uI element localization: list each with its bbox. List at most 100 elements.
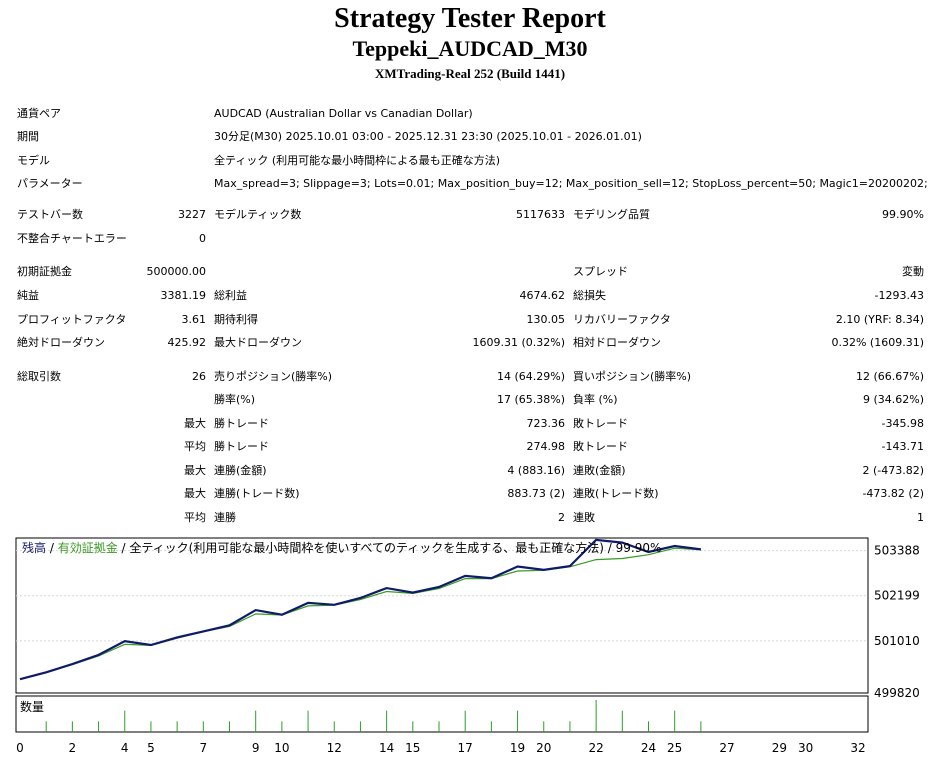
- spread-label: スプレッド: [573, 265, 628, 278]
- legend-quality: 99.90%: [616, 541, 662, 555]
- rel-dd-value: 0.32% (1609.31): [831, 336, 924, 349]
- short-label: 売りポジション(勝率%): [214, 370, 333, 383]
- avg-cons-wins-value: 2: [558, 511, 565, 524]
- volume-plot-frame: [15, 695, 869, 733]
- x-tick-label: 2: [69, 741, 77, 755]
- long-value: 12 (66.67%): [855, 370, 924, 383]
- short-value: 14 (64.29%): [496, 370, 565, 383]
- model-label: モデル: [17, 154, 50, 167]
- ticks-label: モデルティック数: [214, 208, 302, 221]
- x-tick-label: 5: [147, 741, 155, 755]
- x-tick-label: 7: [199, 741, 207, 755]
- mismatch-value: 0: [199, 232, 206, 245]
- largest-win-value: 723.36: [526, 417, 566, 430]
- recovery-value: 2.10 (YRF: 8.34): [835, 313, 924, 326]
- grid: [16, 550, 868, 642]
- model-value: 全ティック (利用可能な最小時間枠による最も正確な方法): [214, 154, 501, 167]
- max-cons-wins-label: 連勝(金額): [214, 464, 267, 477]
- avg-win-value: 274.98: [526, 440, 566, 453]
- legend-model: 全ティック(利用可能な最小時間枠を使いすべてのティックを生成する、最も正確な方法…: [129, 540, 604, 555]
- period-label: 期間: [17, 130, 39, 143]
- x-tick-label: 24: [641, 741, 656, 755]
- winrate-label: 勝率(%): [214, 393, 256, 406]
- params-label: パラメーター: [17, 177, 83, 190]
- max-cons-profit-label: 連勝(トレード数): [214, 487, 300, 500]
- y-tick-label: 501010: [874, 634, 920, 648]
- quality-value: 99.90%: [882, 208, 924, 221]
- expected-label: 期待利得: [214, 313, 258, 326]
- rel-dd-label: 相対ドローダウン: [573, 336, 661, 349]
- legend-equity: 有効証拠金: [58, 540, 118, 555]
- avg-win-label: 勝トレード: [214, 440, 269, 453]
- max-dd-label: 最大ドローダウン: [214, 336, 302, 349]
- x-tick-label: 9: [252, 741, 260, 755]
- report-build: XMTrading-Real 252 (Build 1441): [374, 66, 566, 81]
- gross-loss-label: 総損失: [573, 289, 606, 302]
- trades-label: 総取引数: [17, 370, 61, 383]
- x-tick-label: 30: [798, 741, 813, 755]
- net-label: 純益: [17, 289, 39, 302]
- trades-value: 26: [192, 370, 206, 383]
- x-tick-label: 22: [588, 741, 603, 755]
- volume-label: 数量: [20, 699, 44, 714]
- net-value: 3381.19: [160, 289, 207, 302]
- max-cons-losses-label: 連敗(金額): [573, 464, 626, 477]
- x-tick-label: 0: [16, 741, 24, 755]
- x-tick-label: 19: [510, 741, 525, 755]
- max-cons-prefix: 最大: [184, 464, 206, 477]
- largest-loss-label: 敗トレード: [573, 417, 628, 430]
- gross-profit-value: 4674.62: [519, 289, 566, 302]
- largest-prefix: 最大: [184, 417, 206, 430]
- largest-win-label: 勝トレード: [214, 417, 269, 430]
- volume-bars: [45, 700, 702, 732]
- x-tick-label: 27: [719, 741, 734, 755]
- x-tick-label: 10: [274, 741, 289, 755]
- largest-loss-value: -345.98: [881, 417, 924, 430]
- legend-sep-3: /: [604, 541, 616, 555]
- pf-value: 3.61: [181, 313, 207, 326]
- report-subtitle: Teppeki_AUDCAD_M30: [352, 36, 588, 61]
- period-value: 30分足(M30) 2025.10.01 03:00 - 2025.12.31 …: [214, 130, 642, 143]
- bars-label: テストバー数: [17, 208, 83, 221]
- quality-label: モデリング品質: [573, 208, 650, 221]
- report-title: Strategy Tester Report: [334, 3, 606, 34]
- winrate-value: 17 (65.38%): [496, 393, 565, 406]
- pf-label: プロフィットファクタ: [17, 313, 127, 326]
- average-prefix: 平均: [184, 440, 206, 453]
- x-tick-label: 12: [327, 741, 342, 755]
- avg-cons-prefix: 平均: [184, 511, 206, 524]
- mismatch-label: 不整合チャートエラー: [17, 232, 127, 245]
- x-tick-label: 17: [458, 741, 473, 755]
- x-tick-labels: 0 2 4 5 7 9 10 12 14 15 17 19 20 22 24 25 27 29 30 32: [16, 741, 865, 755]
- chart-legend: 残高 / 有効証拠金 / 全ティック(利用可能な最小時間枠を使いすべてのティック…: [22, 540, 661, 555]
- x-tick-label: 14: [379, 741, 394, 755]
- lossrate-value: 9 (34.62%): [862, 393, 924, 406]
- long-label: 買いポジション(勝率%): [573, 370, 692, 383]
- x-tick-label: 29: [772, 741, 787, 755]
- abs-dd-label: 絶対ドローダウン: [17, 336, 105, 349]
- recovery-label: リカバリーファクタ: [573, 313, 671, 326]
- bars-value: 3227: [178, 208, 206, 221]
- spread-value: 変動: [902, 265, 924, 278]
- gross-loss-value: -1293.43: [874, 289, 924, 302]
- x-tick-label: 15: [405, 741, 420, 755]
- avg-loss-label: 敗トレード: [573, 440, 628, 453]
- legend-balance: 残高: [22, 540, 46, 555]
- legend-sep-1: /: [46, 541, 58, 555]
- max-cons-losses-value: 2 (-473.82): [862, 464, 924, 477]
- x-tick-label: 4: [121, 741, 129, 755]
- equity-line: [19, 547, 701, 680]
- params-value: Max_spread=3; Slippage=3; Lots=0.01; Max…: [214, 177, 928, 190]
- legend-sep-2: /: [118, 541, 130, 555]
- main-plot-frame: [15, 537, 869, 694]
- symbol-value: AUDCAD (Australian Dollar vs Canadian Do…: [214, 107, 473, 120]
- lossrate-label: 負率 (%): [573, 393, 618, 406]
- abs-dd-value: 425.92: [167, 336, 207, 349]
- max-cons-loss-value: -473.82 (2): [862, 487, 924, 500]
- x-tick-label: 32: [850, 741, 865, 755]
- max-cons-wins-value: 4 (883.16): [507, 464, 565, 477]
- ticks-value: 5117633: [516, 208, 565, 221]
- deposit-label: 初期証拠金: [17, 265, 72, 278]
- avg-loss-value: -143.71: [881, 440, 924, 453]
